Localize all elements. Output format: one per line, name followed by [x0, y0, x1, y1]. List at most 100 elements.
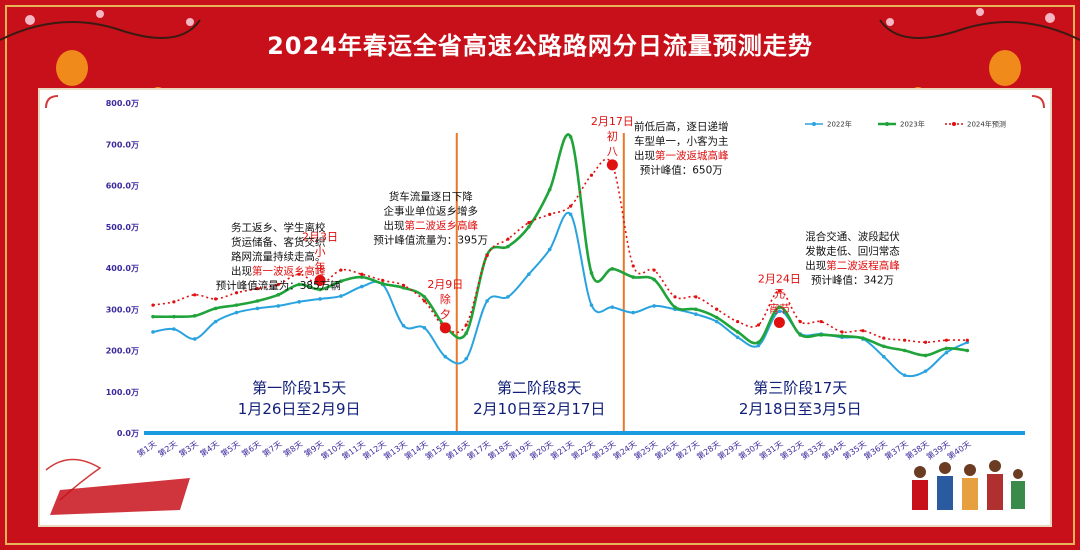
series-point-2 — [192, 314, 197, 318]
annotation-line: 企事业单位返乡增多 — [383, 204, 478, 217]
series-point-3 — [736, 320, 740, 324]
series-point-3 — [548, 212, 552, 216]
series-point-3 — [193, 293, 197, 297]
annotation-segment: 预计峰值：650万 — [640, 163, 723, 176]
annotation-segment: 发散走低、回归常态 — [805, 244, 900, 257]
series-point-3 — [944, 338, 949, 342]
legend-swatch-point — [885, 122, 889, 126]
annotation-segment: 第二波返乡高峰 — [404, 219, 478, 232]
series-point-2 — [735, 330, 740, 334]
stage-name: 第三阶段17天 — [753, 379, 847, 397]
annotation-segment: 第二波返程高峰 — [826, 259, 900, 272]
series-point-3 — [527, 221, 531, 225]
series-point-1 — [276, 304, 281, 308]
peak-label: 小 — [315, 245, 326, 258]
series-point-1 — [694, 312, 698, 316]
series-point-1 — [944, 350, 949, 355]
legend-label: 2023年 — [900, 120, 925, 129]
series-point-2 — [631, 275, 636, 279]
series-point-2 — [297, 282, 301, 287]
y-tick-label: 200.0万 — [106, 347, 139, 356]
series-point-2 — [923, 353, 928, 358]
series-point-1 — [610, 305, 615, 309]
series-point-2 — [401, 286, 406, 290]
legend-swatch-point — [952, 122, 956, 126]
annotation-line: 混合交通、波段起伏 — [805, 230, 900, 243]
stage-date-range: 1月26日至2月9日 — [238, 400, 361, 418]
series-point-2 — [213, 306, 218, 311]
series-point-2 — [944, 346, 949, 351]
series-point-2 — [234, 303, 239, 307]
y-tick-label: 100.0万 — [106, 388, 139, 397]
peak-label: 八 — [607, 145, 618, 158]
x-tick-label: 第7天 — [260, 438, 283, 458]
series-point-2 — [255, 299, 260, 303]
series-point-3 — [903, 338, 907, 342]
annotation-line: 路网流量持续走高。 — [231, 250, 326, 263]
series-point-1 — [568, 212, 573, 217]
stage-dividers — [455, 133, 625, 433]
annotation-segment: 出现 — [634, 149, 655, 162]
series-point-1 — [506, 295, 510, 299]
series-point-1 — [527, 272, 531, 276]
annotation-line: 预计峰值：342万 — [811, 273, 894, 286]
line-chart: 0.0万 100.0万 200.0万 300.0万 400.0万 500.0万 600.0万… — [45, 95, 1045, 515]
series-point-1 — [318, 297, 322, 301]
series-point-3 — [506, 237, 510, 241]
series-point-1 — [297, 300, 301, 304]
annotation-segment: 预计峰值流量为：385万辆 — [216, 279, 341, 292]
series-point-1 — [172, 327, 176, 331]
stage-name: 第一阶段15天 — [252, 379, 346, 397]
series-point-3 — [297, 272, 301, 276]
series-point-1 — [547, 247, 552, 252]
series-point-3 — [339, 268, 343, 272]
series-point-3 — [401, 283, 406, 287]
y-tick-label: 700.0万 — [106, 140, 139, 149]
peak-label: 元 — [774, 287, 785, 300]
x-tick-label: 第4天 — [198, 438, 221, 458]
chart-title: 2024年春运全省高速公路路网分日流量预测走势 — [267, 32, 813, 60]
series-point-2 — [714, 315, 719, 320]
stage-labels: 第一阶段15天 1月26日至2月9日 第二阶段8天 2月10日至2月17日 第三阶段17… — [238, 379, 862, 418]
annotation-segment: 第一波返乡高峰 — [252, 264, 326, 277]
series-point-3 — [234, 291, 239, 295]
annotation-line: 出现第二波返乡高峰 — [383, 219, 478, 232]
y-tick-label: 0.0万 — [117, 429, 139, 438]
annotations: 务工返乡、学生离校货运储备、客货交织路网流量持续走高。出现第一波返乡高峰预计峰值… — [216, 120, 900, 292]
series-point-2 — [840, 334, 844, 338]
series-point-2 — [819, 333, 823, 337]
peak-marker — [314, 274, 326, 286]
y-tick-label: 500.0万 — [106, 223, 139, 232]
series-point-1 — [485, 299, 489, 303]
series-point-2 — [694, 307, 698, 312]
series-point-3 — [631, 264, 635, 268]
annotation-segment: 出现 — [805, 259, 826, 272]
annotation-segment: 货运储备、客货交织 — [231, 235, 326, 248]
series-point-3 — [422, 299, 427, 303]
x-tick-label: 第3天 — [177, 438, 200, 458]
series-point-3 — [715, 307, 719, 311]
chart-panel: 0.0万 100.0万 200.0万 300.0万 400.0万 500.0万 600.0万… — [38, 88, 1052, 527]
annotation-segment: 混合交通、波段起伏 — [805, 230, 900, 243]
series-point-1 — [902, 373, 907, 378]
plum-branch-left — [0, 19, 201, 41]
series-point-2 — [527, 224, 531, 229]
peak-label: 宵节 — [768, 301, 790, 315]
x-tick-label: 第6天 — [240, 438, 263, 458]
annotation-segment: 第一波返城高峰 — [655, 149, 729, 162]
stage-date-range: 2月10日至2月17日 — [473, 400, 605, 418]
series-point-1 — [151, 330, 155, 334]
series-point-3 — [861, 329, 865, 333]
series-point-2 — [568, 135, 573, 139]
x-axis: 第1天第2天第3天第4天第5天第6天第7天第8天第9天第10天第11天第12天第… — [135, 438, 972, 461]
series-point-2 — [673, 305, 677, 309]
series-point-1 — [192, 337, 197, 341]
series-point-3 — [798, 320, 802, 324]
annotation-line: 预计峰值流量为：385万辆 — [216, 279, 341, 292]
y-axis: 0.0万 100.0万 200.0万 300.0万 400.0万 500.0万 600.0万… — [106, 99, 139, 438]
series-point-1 — [464, 356, 469, 361]
annotation-line: 预计峰值：650万 — [640, 163, 723, 176]
series-point-3 — [589, 173, 594, 177]
series-point-2 — [902, 348, 907, 353]
